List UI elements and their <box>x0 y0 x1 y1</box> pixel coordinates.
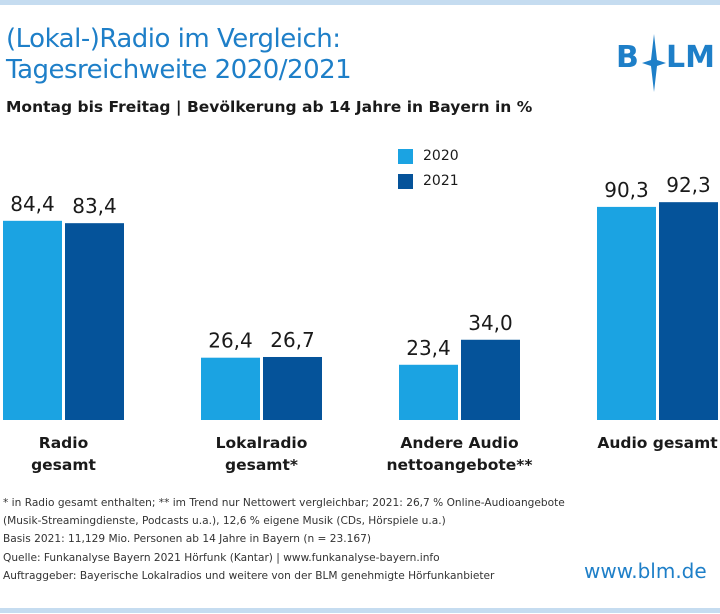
data-label-2021-2: 26,7 <box>270 328 315 352</box>
category-label-3: nettoangebote** <box>387 456 533 474</box>
chart-subtitle: Montag bis Freitag | Bevölkerung ab 14 J… <box>6 98 533 116</box>
logo-star-icon <box>642 34 666 92</box>
data-label-2020-3: 23,4 <box>406 336 451 360</box>
legend-item-2021: 2021 <box>398 173 459 189</box>
footnote-line: (Musik-Streamingdienste, Podcasts u.a.),… <box>3 515 446 528</box>
title-line-2: Tagesreichweite 2020/2021 <box>6 55 352 85</box>
title-line-1: (Lokal-)Radio im Vergleich: <box>6 24 341 54</box>
blm-logo: B LM <box>612 34 718 92</box>
data-label-2020-4: 90,3 <box>604 178 649 202</box>
footnote-line: Auftraggeber: Bayerische Lokalradios und… <box>3 569 495 582</box>
bar-2021-1 <box>65 223 124 420</box>
legend-swatch-2021 <box>398 173 413 189</box>
category-label-1: Radio <box>39 434 88 452</box>
data-label-2021-3: 34,0 <box>468 311 513 335</box>
category-label-2: gesamt* <box>225 456 298 474</box>
bar-2020-4 <box>597 206 656 420</box>
data-label-2020-1: 84,4 <box>10 192 55 216</box>
category-label-3: Andere Audio <box>400 434 518 452</box>
bar-2020-2 <box>201 357 260 420</box>
category-label-1: gesamt <box>31 456 96 474</box>
data-label-2021-1: 83,4 <box>72 194 117 218</box>
bar-2021-4 <box>659 202 718 420</box>
bar-2020-1 <box>3 220 62 420</box>
bar-2021-2 <box>263 356 322 420</box>
legend-label-2020: 2020 <box>423 148 459 164</box>
data-label-2021-4: 92,3 <box>666 173 711 197</box>
data-label-2020-2: 26,4 <box>208 329 253 353</box>
footnotes: * in Radio gesamt enthalten; ** im Trend… <box>3 494 578 585</box>
bar-2020-3 <box>399 364 458 420</box>
logo-letters-lm: LM <box>666 40 715 75</box>
footnote-line: Quelle: Funkanalyse Bayern 2021 Hörfunk … <box>3 551 440 564</box>
legend-label-2021: 2021 <box>423 173 459 189</box>
chart-title: (Lokal-)Radio im Vergleich: Tagesreichwe… <box>6 24 352 86</box>
bottom-border <box>0 608 720 613</box>
website-link[interactable]: www.blm.de <box>584 559 707 583</box>
legend-item-2020: 2020 <box>398 148 459 164</box>
category-label-2: Lokalradio <box>216 434 308 452</box>
category-label-4: Audio gesamt <box>597 434 718 452</box>
legend-swatch-2020 <box>398 148 413 164</box>
logo-letter-b: B <box>616 40 639 75</box>
top-border <box>0 0 720 5</box>
footnote-line: * in Radio gesamt enthalten; ** im Trend… <box>3 497 565 509</box>
footnote-line: Basis 2021: 11,129 Mio. Personen ab 14 J… <box>3 533 372 546</box>
bar-2021-3 <box>461 339 520 420</box>
